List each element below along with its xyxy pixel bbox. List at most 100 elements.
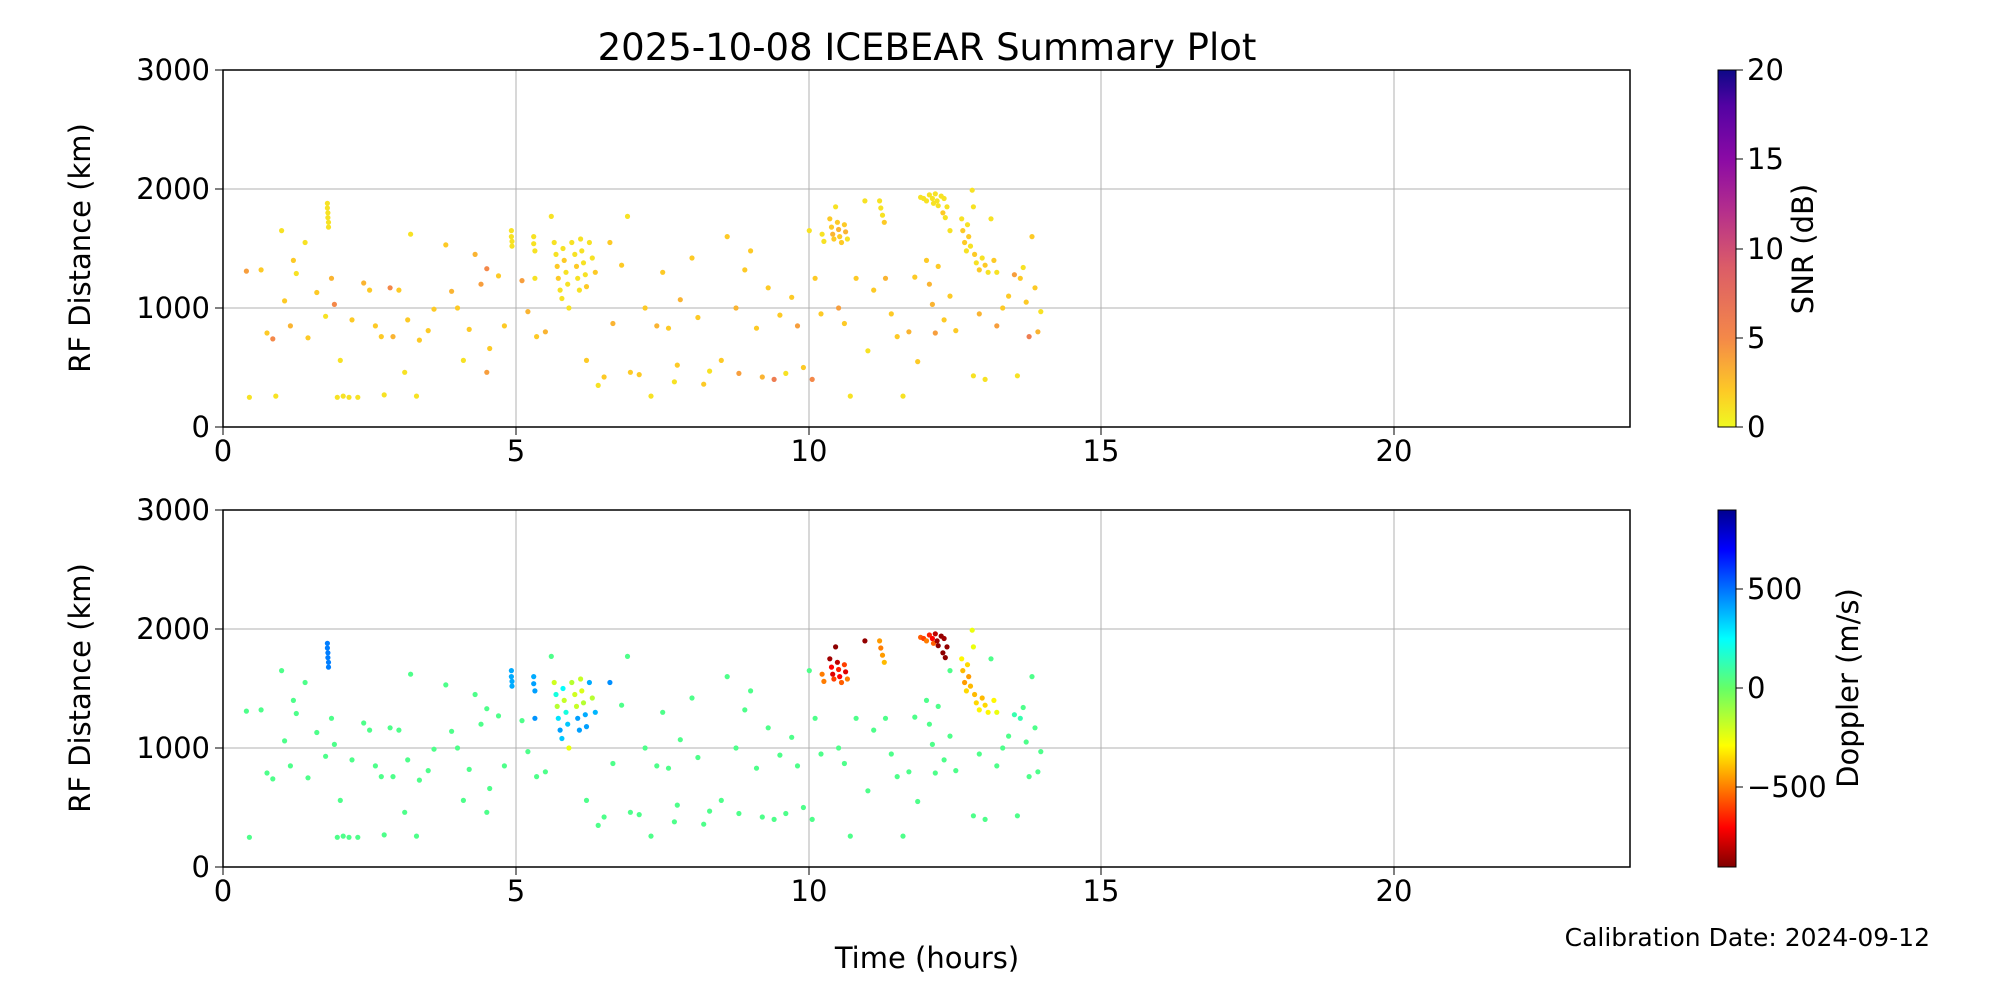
doppler-point [443, 682, 449, 688]
doppler-point [323, 753, 329, 759]
snr-point [894, 334, 900, 340]
doppler-point [929, 635, 936, 642]
snr-point [862, 198, 868, 204]
snr-point [926, 281, 933, 287]
snr-point [847, 393, 853, 399]
doppler-point [258, 707, 264, 713]
snr-point [830, 231, 836, 237]
snr-scatter-points [243, 187, 1044, 400]
snr-point [819, 231, 825, 237]
snr-point [777, 312, 783, 318]
doppler-point [396, 727, 402, 733]
snr-point [378, 334, 384, 340]
doppler-point [279, 668, 285, 674]
doppler-point [830, 671, 836, 677]
snr-point [959, 216, 965, 222]
doppler-point [689, 695, 695, 701]
snr-point [969, 187, 975, 193]
snr-point [563, 269, 569, 275]
doppler-point [853, 715, 859, 721]
snr-point [302, 239, 308, 246]
snr-x-tick-5: 5 [507, 434, 525, 468]
snr-point [994, 323, 1000, 329]
snr-point [972, 251, 978, 257]
snr-point [531, 241, 537, 247]
snr-x-tick-15: 15 [1083, 434, 1120, 468]
doppler-point [794, 763, 801, 769]
doppler-point [940, 650, 946, 656]
doppler-point [982, 816, 988, 823]
snr-point [402, 369, 408, 375]
snr-point [532, 248, 538, 254]
snr-point [282, 298, 288, 304]
doppler-point [753, 765, 760, 771]
snr-point [878, 205, 884, 211]
snr-panel: 0 5 10 15 20 0 1000 2000 3000 RF Distanc… [63, 53, 1631, 468]
snr-point [967, 243, 974, 249]
snr-point [1032, 285, 1038, 291]
snr-point [985, 269, 991, 275]
doppler-point [560, 685, 566, 692]
snr-point [534, 334, 540, 340]
doppler-point [648, 833, 654, 839]
doppler-point [460, 797, 466, 804]
doppler-point [408, 671, 414, 677]
doppler-point [929, 741, 936, 748]
doppler-point [431, 746, 437, 752]
snr-point [592, 269, 598, 275]
doppler-point [487, 785, 493, 792]
doppler-point [960, 668, 966, 674]
snr-point [818, 311, 824, 317]
snr-point [337, 357, 343, 363]
snr-point [508, 234, 514, 240]
snr-point [325, 224, 332, 230]
snr-point [877, 198, 883, 204]
snr-point [551, 239, 557, 246]
doppler-point [328, 715, 335, 721]
doppler-point [733, 745, 739, 751]
doppler-point [834, 659, 841, 665]
snr-point [387, 285, 393, 291]
doppler-axes-frame [222, 509, 1631, 868]
doppler-point [572, 691, 578, 698]
doppler-point [821, 678, 827, 685]
doppler-y-tick-2000: 2000 [136, 612, 210, 646]
doppler-point [837, 674, 843, 680]
doppler-point [413, 833, 420, 839]
snr-point [783, 370, 789, 376]
doppler-point [1038, 749, 1044, 755]
doppler-point [654, 763, 660, 769]
doppler-point [844, 676, 851, 682]
snr-point [542, 329, 549, 335]
snr-point [334, 394, 340, 400]
snr-point [871, 287, 877, 293]
doppler-point [305, 775, 311, 781]
doppler-point [542, 769, 549, 775]
doppler-point [941, 635, 947, 642]
doppler-point [941, 757, 947, 763]
doppler-x-tick-5: 5 [507, 874, 525, 908]
doppler-colorbar-tick-0: 0 [1747, 671, 1765, 705]
doppler-point [508, 674, 514, 680]
doppler-point [337, 797, 343, 804]
snr-point [431, 306, 437, 312]
snr-point [582, 272, 588, 278]
doppler-point [783, 810, 789, 817]
snr-point [349, 317, 355, 323]
snr-point [627, 369, 634, 375]
doppler-point [282, 738, 288, 744]
snr-point [595, 382, 601, 388]
doppler-point [624, 653, 631, 660]
doppler-scatter-points [243, 627, 1044, 840]
doppler-point [325, 664, 332, 670]
snr-point [325, 215, 331, 221]
doppler-point [879, 652, 886, 658]
snr-point [765, 285, 771, 291]
snr-point [1017, 275, 1023, 281]
doppler-point [627, 809, 634, 815]
doppler-point [642, 745, 648, 751]
doppler-point [843, 669, 849, 675]
doppler-point [841, 662, 848, 668]
doppler-point [293, 710, 299, 717]
snr-point [654, 323, 660, 329]
